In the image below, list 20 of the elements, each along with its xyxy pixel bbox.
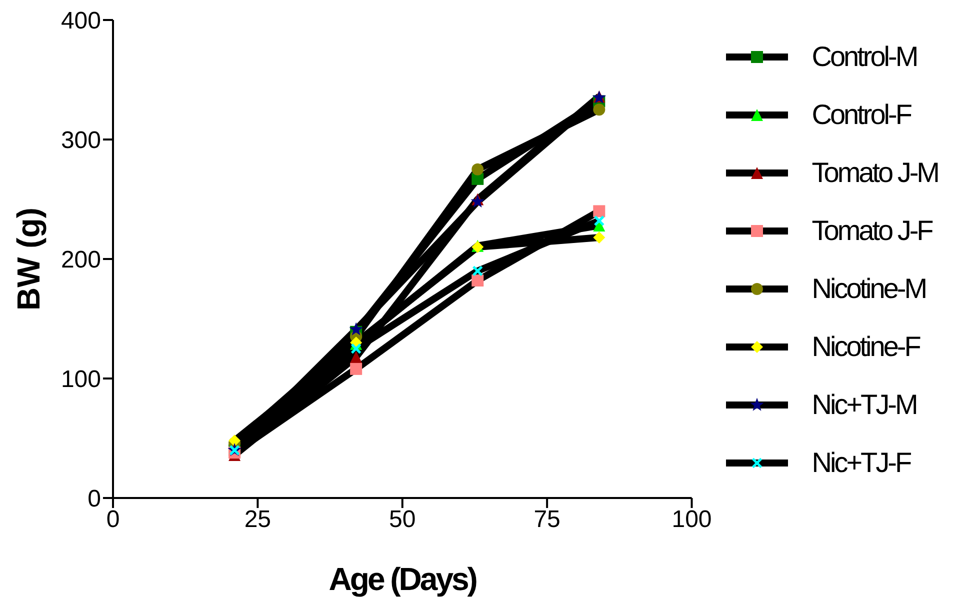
y-tick-label: 400 xyxy=(60,8,101,35)
legend-label: Control-M xyxy=(812,41,917,73)
x-tick-label: 50 xyxy=(389,506,416,534)
y-tick-label: 0 xyxy=(88,486,101,513)
legend-label: Tomato J-F xyxy=(812,215,932,247)
legend-label: Control-F xyxy=(812,99,910,131)
legend-label: Tomato J-M xyxy=(812,157,938,189)
x-axis-title: Age (Days) xyxy=(328,561,478,597)
legend-label: Nic+TJ-F xyxy=(812,447,910,479)
x-tick-label: 100 xyxy=(672,506,712,534)
y-tick-label: 100 xyxy=(60,366,101,394)
legend-label: Nicotine-F xyxy=(812,331,920,363)
y-tick-label: 300 xyxy=(60,127,101,154)
y-axis-title: BW (g) xyxy=(10,207,46,311)
legend-label: Nicotine-M xyxy=(812,273,926,305)
x-tick-label: 25 xyxy=(244,506,272,534)
x-tick-label: 0 xyxy=(106,506,120,534)
legend-label: Nic+TJ-M xyxy=(812,389,916,421)
y-tick-label: 200 xyxy=(60,246,101,274)
x-tick-label: 75 xyxy=(534,506,560,534)
